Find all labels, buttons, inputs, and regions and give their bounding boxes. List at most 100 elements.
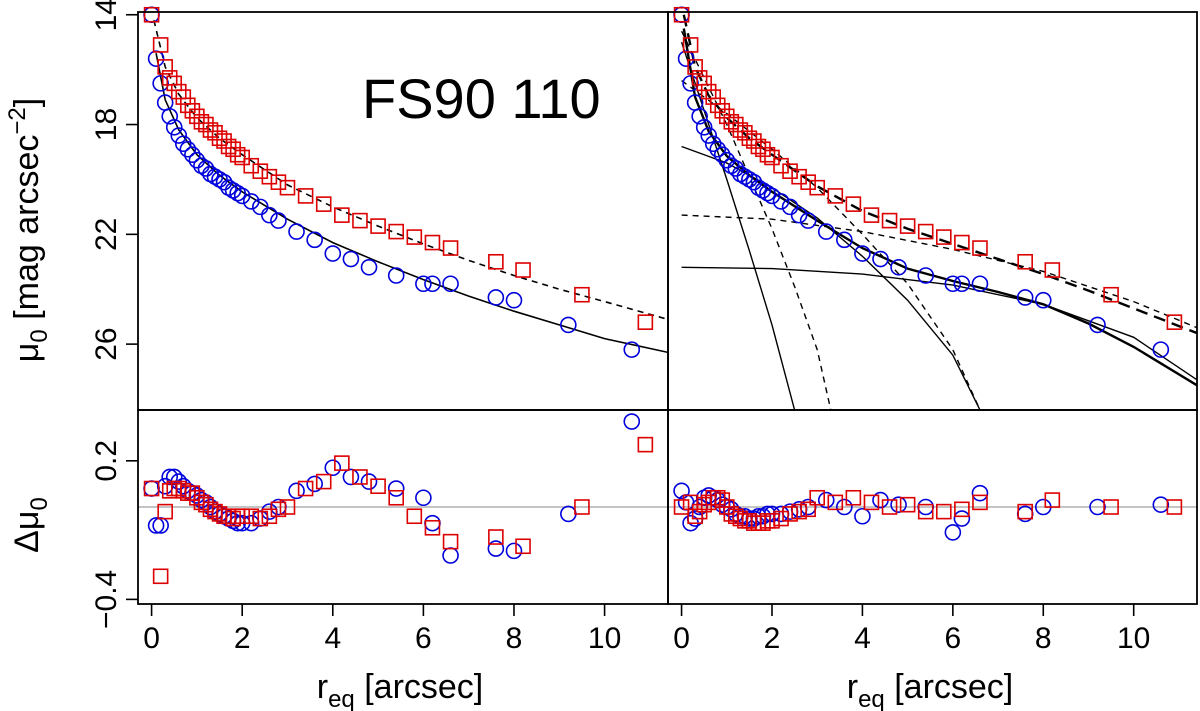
- right-top-circle-point-17: [750, 179, 767, 196]
- right-top-square-point-22: [791, 168, 807, 185]
- right-top-circle-point-11: [722, 157, 740, 175]
- right-bottom-circle-point-0: [673, 482, 690, 500]
- right-top-square-point-23: [800, 174, 816, 190]
- left-bottom-square-point-17: [225, 510, 241, 527]
- right-top-circle-point-27: [854, 245, 871, 262]
- left-bottom-square-point-35: [515, 538, 531, 555]
- right-top-circle-point-24: [799, 212, 817, 229]
- right-bottom-square-point-0: [673, 499, 690, 515]
- bottom-y-label-base: Δμ: [8, 511, 46, 553]
- left-top-square-point-0: [143, 6, 160, 23]
- right-x-axis-title: req [arcsec]: [847, 668, 1014, 711]
- left-top-circle-point-12: [197, 160, 215, 177]
- right-top-circle-point-15: [741, 171, 758, 188]
- left-top-square-point-16: [220, 138, 237, 155]
- left-bottom-square-point-36: [574, 499, 590, 515]
- left-top-circle-point-24: [270, 212, 287, 229]
- left-top-circle-point-20: [233, 187, 251, 205]
- top-y-axis-title: μ0 [mag arcsec−2]: [4, 98, 53, 362]
- right-top-square-point-28: [881, 212, 898, 229]
- right-top-square-point-13: [737, 124, 753, 141]
- right-top-circle-point-12: [727, 160, 745, 177]
- left-top-circle-point-31: [415, 275, 432, 293]
- right-top-square-point-17: [755, 141, 771, 158]
- right-x-tick-label-3: 6: [945, 622, 962, 655]
- right-top-circle-point-9: [713, 146, 731, 164]
- right-top-circle-point-25: [817, 223, 835, 240]
- left-x-axis-title: req [arcsec]: [317, 668, 484, 711]
- right-top-square-point-5: [700, 83, 717, 100]
- left-top-square-point-6: [175, 89, 192, 105]
- left-top-square-point-37: [637, 314, 654, 330]
- left-top-square-point-4: [166, 75, 183, 92]
- right-top-circle-point-33: [971, 275, 989, 293]
- right-top-square-point-4: [696, 75, 712, 92]
- right-top-circle-point-20: [763, 187, 781, 205]
- right-top-square-point-24: [809, 179, 826, 196]
- right-top-square-point-29: [899, 218, 916, 234]
- right-top-square-point-7: [709, 97, 726, 114]
- right-top-circle-point-29: [890, 258, 907, 276]
- bottom-y-axis-title: Δμ0: [8, 497, 53, 553]
- left-x-tick-label-3: 6: [415, 622, 432, 655]
- right-top-circle-point-18: [754, 182, 772, 199]
- right-top-square-point-20: [773, 157, 789, 174]
- right-top-panel-frame: [667, 11, 1198, 411]
- right-top-square-point-6: [705, 89, 722, 105]
- left-bottom-circle-point-35: [505, 542, 523, 560]
- right-top-circle-point-7: [704, 135, 722, 153]
- left-top-circle-point-15: [211, 171, 228, 188]
- top-y-label-rest: [mag arcsec: [8, 135, 46, 330]
- right-fit-line-3: [681, 145, 981, 410]
- right-top-square-point-16: [750, 138, 767, 155]
- left-fit-line-1: [153, 20, 668, 321]
- left-top-square-point-17: [225, 141, 241, 158]
- right-bottom-circle-point-36: [1089, 498, 1106, 516]
- right-bottom-square-point-35: [1044, 492, 1061, 508]
- left-top-square-point-35: [515, 262, 531, 278]
- left-top-circle-point-0: [143, 6, 160, 24]
- right-bottom-circle-point-32: [953, 510, 971, 527]
- left-top-circle-point-34: [487, 289, 505, 306]
- left-top-square-point-8: [184, 103, 201, 119]
- right-top-circle-point-19: [759, 184, 776, 202]
- right-bottom-circle-point-26: [836, 498, 853, 516]
- right-top-circle-point-26: [836, 231, 853, 249]
- top-y-label-end: ]: [8, 98, 46, 107]
- right-bottom-circle-point-27: [854, 507, 871, 525]
- left-bottom-square-point-32: [424, 519, 441, 536]
- left-bottom-square-point-28: [352, 469, 368, 485]
- right-top-square-point-21: [782, 163, 798, 179]
- right-top-circle-point-14: [736, 168, 754, 185]
- left-top-circle-point-23: [261, 206, 278, 224]
- left-bottom-square-point-27: [334, 455, 350, 471]
- left-top-circle-point-21: [242, 193, 260, 210]
- right-top-square-point-36: [1103, 286, 1119, 303]
- right-top-square-point-10: [723, 113, 740, 130]
- right-top-circle-point-8: [709, 140, 727, 158]
- right-top-square-point-3: [691, 70, 708, 86]
- left-top-circle-point-19: [229, 184, 246, 202]
- right-top-square-point-19: [764, 149, 780, 166]
- right-top-square-point-34: [1017, 253, 1033, 270]
- right-bottom-square-point-23: [800, 501, 816, 518]
- left-top-square-point-3: [161, 70, 178, 86]
- left-top-square-point-33: [442, 240, 459, 256]
- right-bottom-circle-point-29: [890, 496, 907, 513]
- left-top-square-point-32: [424, 234, 441, 251]
- left-top-circle-point-9: [184, 146, 201, 164]
- right-bottom-square-point-33: [972, 494, 988, 511]
- top-y-label-base: μ: [8, 343, 46, 363]
- chart-annotation: FS90 110: [362, 67, 601, 130]
- left-top-square-point-15: [216, 133, 232, 149]
- left-x-tick-label-0: 0: [143, 622, 160, 655]
- top-y-tick-label-0: 14: [90, 0, 123, 31]
- left-top-square-point-18: [229, 146, 246, 163]
- right-top-square-point-8: [714, 103, 731, 119]
- left-bottom-square-point-33: [442, 533, 459, 550]
- left-bottom-square-point-34: [488, 529, 504, 545]
- top-y-label-sub: 0: [26, 329, 53, 342]
- right-top-square-point-14: [741, 130, 758, 147]
- right-top-square-point-18: [759, 146, 776, 163]
- left-bottom-square-point-19: [234, 508, 250, 525]
